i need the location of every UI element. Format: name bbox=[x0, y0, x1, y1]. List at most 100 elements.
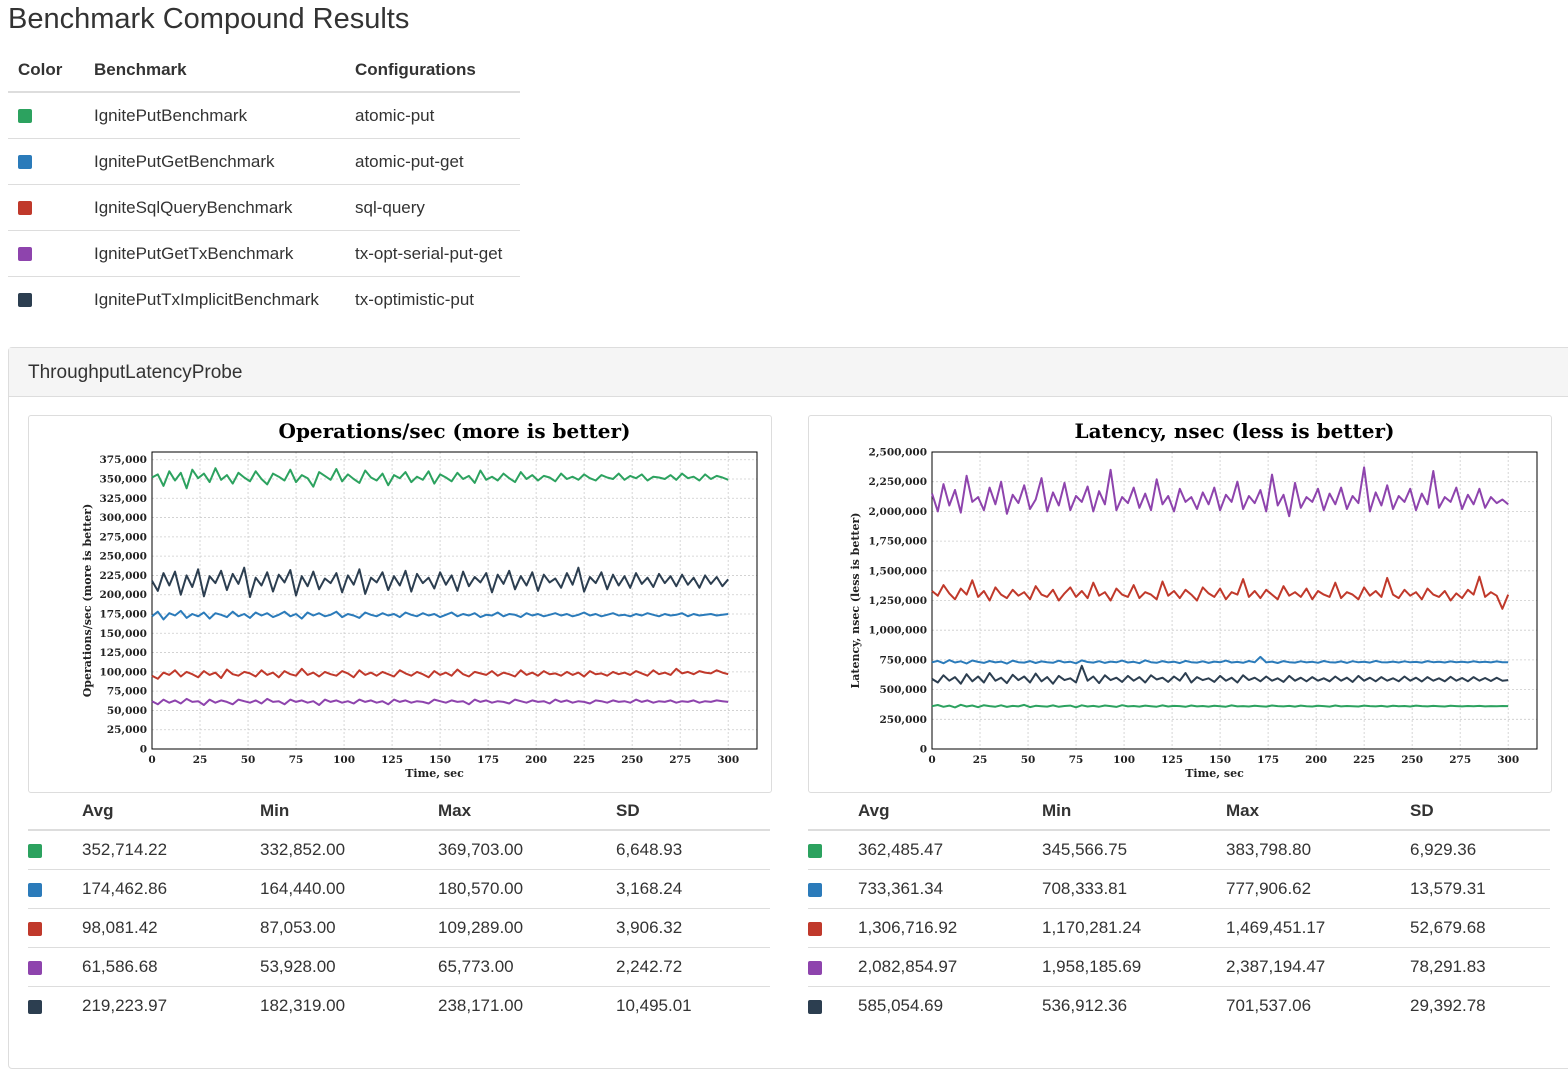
y-tick-label: 200,000 bbox=[100, 589, 148, 601]
stats-sd: 6,929.36 bbox=[1410, 829, 1550, 870]
stats-color-cell bbox=[808, 908, 858, 948]
stats-row: 362,485.47 345,566.75 383,798.80 6,929.36 bbox=[808, 829, 1550, 870]
x-tick-label: 275 bbox=[1449, 754, 1471, 766]
stats-sd: 2,242.72 bbox=[616, 947, 770, 987]
stats-color-cell bbox=[28, 908, 82, 948]
y-tick-label: 100,000 bbox=[100, 666, 148, 678]
stats-row: 1,306,716.92 1,170,281.24 1,469,451.17 52,6… bbox=[808, 908, 1550, 948]
x-tick-label: 75 bbox=[1069, 754, 1084, 766]
stats-max: 109,289.00 bbox=[438, 908, 616, 948]
x-tick-label: 25 bbox=[193, 754, 208, 766]
legend-config: tx-optimistic-put bbox=[345, 276, 520, 322]
operations-stats-table: Avg Min Max SD 352,714.22 332,852.00 369,7… bbox=[28, 792, 770, 1025]
y-tick-label: 0 bbox=[140, 744, 147, 756]
color-swatch bbox=[28, 843, 42, 858]
x-tick-label: 0 bbox=[928, 754, 935, 766]
stats-col-max: Max bbox=[438, 792, 616, 831]
legend-color-cell bbox=[8, 91, 84, 139]
y-axis-label: Operations/sec (more is better) bbox=[81, 504, 94, 698]
stats-sd: 78,291.83 bbox=[1410, 947, 1550, 987]
y-tick-label: 2,000,000 bbox=[869, 506, 927, 518]
stats-sd: 52,679.68 bbox=[1410, 908, 1550, 948]
stats-avg: 219,223.97 bbox=[82, 986, 260, 1025]
stats-sd: 10,495.01 bbox=[616, 986, 770, 1025]
stats-col-color bbox=[28, 792, 82, 831]
x-tick-label: 250 bbox=[621, 754, 643, 766]
stats-color-cell bbox=[808, 986, 858, 1025]
x-tick-label: 125 bbox=[1161, 754, 1183, 766]
x-tick-label: 300 bbox=[717, 754, 739, 766]
color-swatch bbox=[18, 293, 32, 308]
stats-min: 345,566.75 bbox=[1042, 829, 1226, 870]
stats-col-sd: SD bbox=[616, 792, 770, 831]
series-line-0 bbox=[151, 467, 729, 490]
x-tick-label: 75 bbox=[289, 754, 304, 766]
color-swatch bbox=[18, 201, 32, 216]
stats-max: 369,703.00 bbox=[438, 829, 616, 870]
page-title: Benchmark Compound Results bbox=[8, 3, 410, 35]
plot-frame bbox=[151, 451, 758, 750]
series-line-1 bbox=[931, 655, 1509, 665]
stats-row: 2,082,854.97 1,958,185.69 2,387,194.47 78,2… bbox=[808, 947, 1550, 987]
color-swatch bbox=[808, 960, 822, 975]
series-line-2 bbox=[931, 575, 1510, 610]
y-tick-label: 250,000 bbox=[100, 551, 148, 563]
y-tick-label: 1,000,000 bbox=[869, 625, 927, 637]
stats-row: 174,462.86 164,440.00 180,570.00 3,168.24 bbox=[28, 869, 770, 909]
x-tick-label: 250 bbox=[1401, 754, 1423, 766]
y-tick-label: 175,000 bbox=[100, 609, 148, 621]
color-swatch bbox=[808, 921, 822, 936]
benchmark-legend-table: Color Benchmark Configurations IgnitePut… bbox=[8, 48, 520, 322]
y-tick-label: 2,500,000 bbox=[869, 447, 927, 459]
y-tick-label: 300,000 bbox=[100, 512, 148, 524]
y-tick-label: 50,000 bbox=[107, 705, 147, 717]
x-tick-label: 150 bbox=[429, 754, 451, 766]
legend-benchmark: IgnitePutBenchmark bbox=[84, 91, 345, 139]
stats-col-sd: SD bbox=[1410, 792, 1550, 831]
stats-avg: 352,714.22 bbox=[82, 829, 260, 870]
stats-min: 332,852.00 bbox=[260, 829, 438, 870]
stats-color-cell bbox=[28, 986, 82, 1025]
latency-chart-box: Latency, nsec (less is better) 0 250,000 50… bbox=[808, 415, 1552, 793]
series-line-4 bbox=[151, 566, 729, 598]
y-tick-label: 250,000 bbox=[880, 714, 928, 726]
color-swatch bbox=[808, 999, 822, 1014]
legend-benchmark: IgnitePutTxImplicitBenchmark bbox=[84, 276, 345, 322]
color-swatch bbox=[808, 843, 822, 858]
y-tick-label: 150,000 bbox=[100, 628, 148, 640]
x-tick-label: 100 bbox=[333, 754, 355, 766]
stats-col-max: Max bbox=[1226, 792, 1410, 831]
stats-max: 701,537.06 bbox=[1226, 986, 1410, 1025]
series-line-3 bbox=[931, 466, 1509, 518]
legend-benchmark: IgnitePutGetBenchmark bbox=[84, 138, 345, 185]
legend-color-cell bbox=[8, 184, 84, 231]
legend-benchmark: IgniteSqlQueryBenchmark bbox=[84, 184, 345, 231]
stats-sd: 29,392.78 bbox=[1410, 986, 1550, 1025]
y-tick-label: 275,000 bbox=[100, 531, 148, 543]
legend-col-configurations: Configurations bbox=[345, 48, 520, 93]
operations-chart: Operations/sec (more is better) 0 25,000 50… bbox=[81, 419, 758, 780]
stats-min: 182,319.00 bbox=[260, 986, 438, 1025]
legend-row: IgniteSqlQueryBenchmark sql-query bbox=[8, 184, 520, 231]
color-swatch bbox=[28, 960, 42, 975]
panel-title: ThroughputLatencyProbe bbox=[9, 348, 1568, 397]
stats-color-cell bbox=[808, 947, 858, 987]
stats-row: 352,714.22 332,852.00 369,703.00 6,648.93 bbox=[28, 829, 770, 870]
y-tick-label: 0 bbox=[920, 744, 927, 756]
color-swatch bbox=[18, 109, 32, 124]
stats-max: 238,171.00 bbox=[438, 986, 616, 1025]
legend-col-benchmark: Benchmark bbox=[84, 48, 345, 93]
stats-max: 2,387,194.47 bbox=[1226, 947, 1410, 987]
x-tick-label: 275 bbox=[669, 754, 691, 766]
x-tick-label: 200 bbox=[1305, 754, 1327, 766]
stats-max: 180,570.00 bbox=[438, 869, 616, 909]
color-swatch bbox=[18, 247, 32, 262]
legend-color-cell bbox=[8, 276, 84, 322]
legend-col-color: Color bbox=[8, 48, 84, 93]
stats-row: 219,223.97 182,319.00 238,171.00 10,495.01 bbox=[28, 986, 770, 1025]
plot-frame bbox=[931, 451, 1538, 750]
x-tick-label: 50 bbox=[241, 754, 256, 766]
y-tick-label: 1,250,000 bbox=[869, 595, 927, 607]
stats-avg: 733,361.34 bbox=[858, 869, 1042, 909]
stats-max: 1,469,451.17 bbox=[1226, 908, 1410, 948]
